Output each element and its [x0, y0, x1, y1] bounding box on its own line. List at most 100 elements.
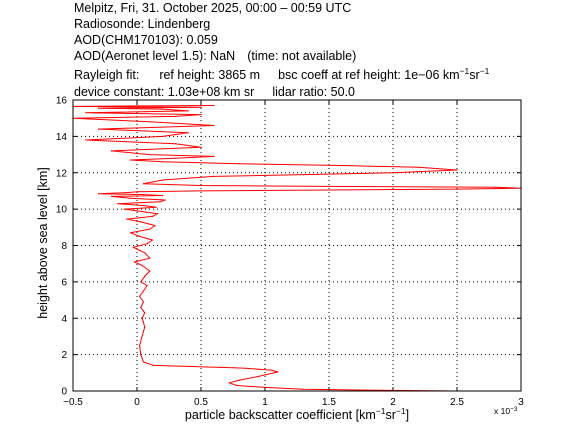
bsc-coeff-text: bsc coeff at ref height: 1e−06 km — [278, 68, 460, 82]
x-tick-label: 1 — [262, 397, 268, 408]
profile-point — [151, 239, 153, 241]
profile-point — [156, 213, 159, 215]
profile-point — [144, 326, 146, 328]
profile-point — [392, 172, 394, 174]
x-axis-unit-sr: sr — [385, 408, 396, 422]
device-constant: device constant: 1.03e+08 km sr — [74, 85, 255, 99]
title-line-rayleigh-fit: Rayleigh fit: ref height: 3865 m bsc coeff… — [74, 66, 490, 82]
profile-point — [213, 175, 215, 177]
profile-point — [174, 115, 176, 117]
profile-point — [140, 306, 142, 308]
lidar-ratio: lidar ratio: 50.0 — [272, 85, 355, 99]
x-axis-label-text: particle backscatter coefficient [km — [184, 408, 376, 422]
profile-point — [144, 252, 146, 254]
profile-point — [174, 157, 176, 159]
profile-point — [144, 275, 146, 277]
y-tick-label: 14 — [56, 132, 68, 143]
profile-point — [187, 110, 189, 112]
profile-point — [142, 321, 144, 323]
profile-point — [149, 228, 151, 230]
x-tick-label: 0 — [134, 397, 140, 408]
y-tick-label: 16 — [56, 96, 68, 107]
profile-point — [328, 189, 330, 191]
x-tick-label: −0.5 — [63, 397, 83, 408]
profile-point — [136, 191, 138, 193]
profile-point — [140, 354, 142, 356]
profile-point — [200, 106, 202, 108]
profile-point — [159, 201, 161, 203]
aod-aeronet-value: AOD(Aeronet level 1.5): NaN — [74, 49, 236, 63]
title-line-aod-aeronet: AOD(Aeronet level 1.5): NaN (time: not av… — [74, 49, 356, 63]
profile-point — [151, 215, 153, 217]
profile-point — [238, 163, 240, 165]
profile-point — [238, 379, 240, 381]
profile-point — [200, 184, 202, 187]
profile-point — [162, 179, 164, 181]
profile-point — [149, 121, 151, 123]
profile-point — [187, 365, 189, 367]
profile-point — [98, 107, 100, 109]
profile-point — [130, 159, 132, 161]
profile-point — [133, 261, 135, 263]
profile-point — [130, 232, 132, 234]
profile-point — [270, 369, 272, 371]
y-axis-label: height above sea level [km] — [36, 167, 50, 319]
profile-point — [142, 301, 144, 303]
profile-point — [130, 197, 132, 199]
profile-point — [213, 155, 215, 157]
profile-point — [141, 317, 143, 319]
profile-line — [72, 105, 522, 392]
bsc-unit-exp1: −1 — [459, 66, 470, 76]
profile-point — [142, 194, 144, 196]
profile-series — [72, 104, 522, 392]
x-tick-label: 2 — [390, 397, 396, 408]
profile-point — [149, 270, 151, 272]
x-axis-label: particle backscatter coefficient [km−1sr… — [0, 407, 576, 422]
profile-point — [228, 382, 230, 384]
profile-point — [162, 108, 164, 110]
profile-point — [146, 284, 148, 287]
rayleigh-ref-height: ref height: 3865 m — [159, 68, 261, 82]
profile-point — [141, 264, 143, 267]
profile-point — [123, 192, 125, 194]
profile-point — [219, 366, 221, 368]
profile-point — [110, 150, 112, 152]
y-tick-label: 6 — [61, 277, 67, 288]
profile-point — [162, 194, 164, 197]
profile-point — [132, 246, 134, 248]
profile-point — [139, 295, 141, 297]
profile-point — [136, 106, 138, 108]
profile-point — [213, 124, 215, 127]
profile-point — [236, 384, 238, 387]
profile-point — [328, 185, 330, 187]
profile-point — [142, 361, 144, 363]
profile-point — [141, 335, 143, 337]
rayleigh-bsc-coeff: bsc coeff at ref height: 1e−06 km−1sr−1 — [278, 66, 490, 82]
profile-point — [110, 195, 112, 197]
profile-point — [149, 154, 151, 156]
x-exponent-base: x 10 — [494, 406, 511, 416]
profile-point — [142, 183, 144, 185]
title-line-radiosonde: Radiosonde: Lindenberg — [74, 17, 211, 31]
profile-point — [155, 206, 157, 208]
profile-point — [142, 290, 144, 292]
title-line-location-time: Melpitz, Fri, 31. October 2025, 00:00 – … — [74, 1, 352, 15]
profile-point — [494, 186, 496, 188]
profile-point — [302, 388, 304, 390]
profile-point — [142, 204, 144, 207]
x-tick-label: 0.5 — [194, 397, 208, 408]
profile-point — [162, 161, 164, 163]
profile-point — [85, 139, 87, 141]
profile-point — [85, 112, 87, 114]
x-exponent-power: −3 — [510, 406, 518, 413]
y-tick-label: 12 — [56, 168, 68, 179]
x-tick-label: 2.5 — [450, 397, 464, 408]
profile-point — [200, 114, 202, 116]
profile-point — [206, 366, 208, 368]
x-axis-exponent: x 10−3 — [494, 406, 518, 416]
profile-point — [302, 174, 304, 176]
profile-point — [139, 235, 141, 237]
profile-point — [168, 365, 170, 367]
bsc-unit-exp2: −1 — [479, 66, 490, 76]
rayleigh-fit-label: Rayleigh fit: — [74, 68, 140, 82]
